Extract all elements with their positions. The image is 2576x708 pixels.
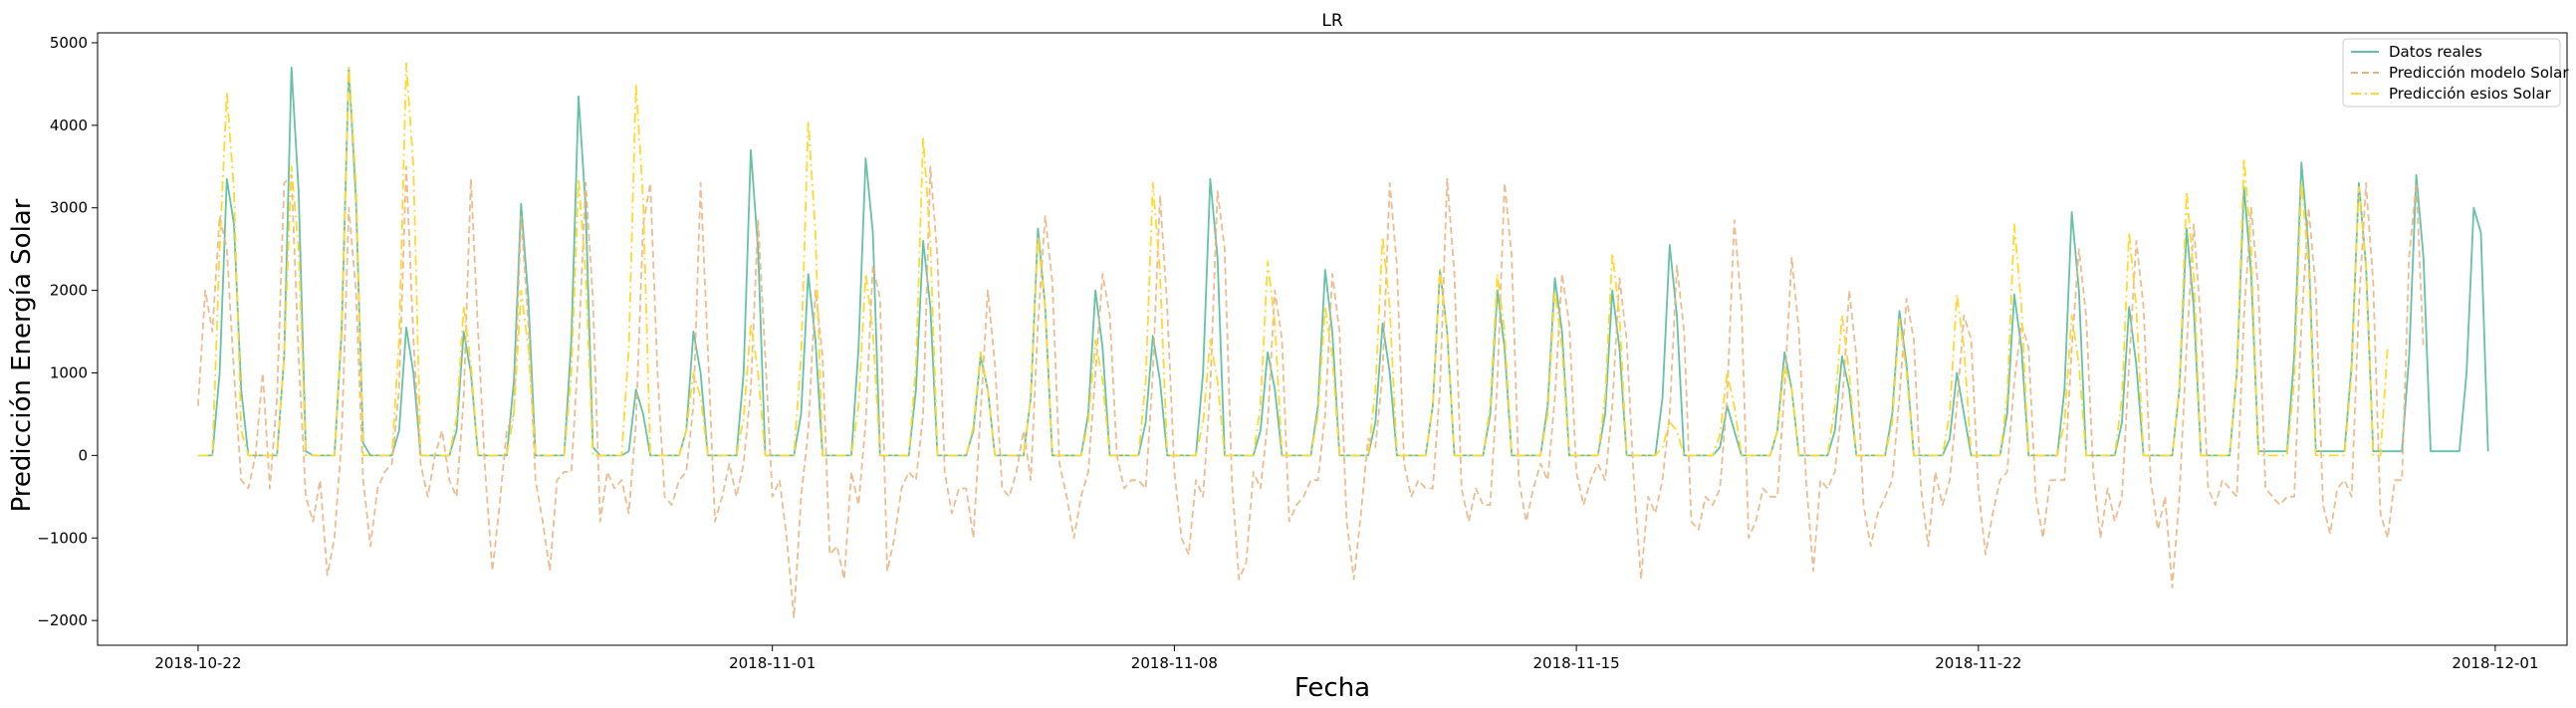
chart-title: LR — [1321, 11, 1342, 31]
y-axis: −2000 −1000 0 1000 2000 3000 4000 5000 — [37, 34, 98, 629]
plot-area — [97, 32, 2568, 646]
series-line-3 — [197, 62, 2389, 457]
y-tick-label: 2000 — [50, 282, 88, 300]
x-tick-label: 2018-11-22 — [1935, 654, 2021, 672]
x-axis: 2018-10-22 2018-11-01 2018-11-08 2018-11-15… — [154, 645, 2539, 672]
y-tick-label: 0 — [78, 446, 88, 464]
y-tick-label: 4000 — [50, 117, 88, 134]
x-tick-label: 2018-11-08 — [1131, 654, 1218, 672]
legend-label-2: Predicción modelo Solar — [2389, 64, 2569, 82]
y-tick-label: 5000 — [50, 34, 88, 52]
legend-box — [2342, 38, 2561, 108]
x-tick-label: 2018-11-15 — [1533, 654, 1620, 672]
x-tick-label: 2018-11-01 — [729, 654, 816, 672]
x-tick-label: 2018-12-01 — [2452, 654, 2538, 672]
legend-label-1: Datos reales — [2389, 43, 2482, 61]
legend-label-3: Predicción esios Solar — [2389, 85, 2552, 103]
y-tick-label: −2000 — [37, 611, 88, 629]
plot-frame — [97, 32, 2568, 646]
x-tick-label: 2018-10-22 — [154, 654, 241, 672]
x-axis-title: Fecha — [1294, 673, 1370, 703]
y-axis-title: Predicción Energía Solar — [7, 198, 37, 512]
legend: Datos reales Predicción modelo Solar Predi… — [2342, 38, 2569, 108]
y-tick-label: −1000 — [37, 529, 88, 547]
series-line-2 — [197, 165, 2425, 619]
y-tick-label: 3000 — [50, 199, 88, 217]
y-tick-label: 1000 — [50, 363, 88, 381]
